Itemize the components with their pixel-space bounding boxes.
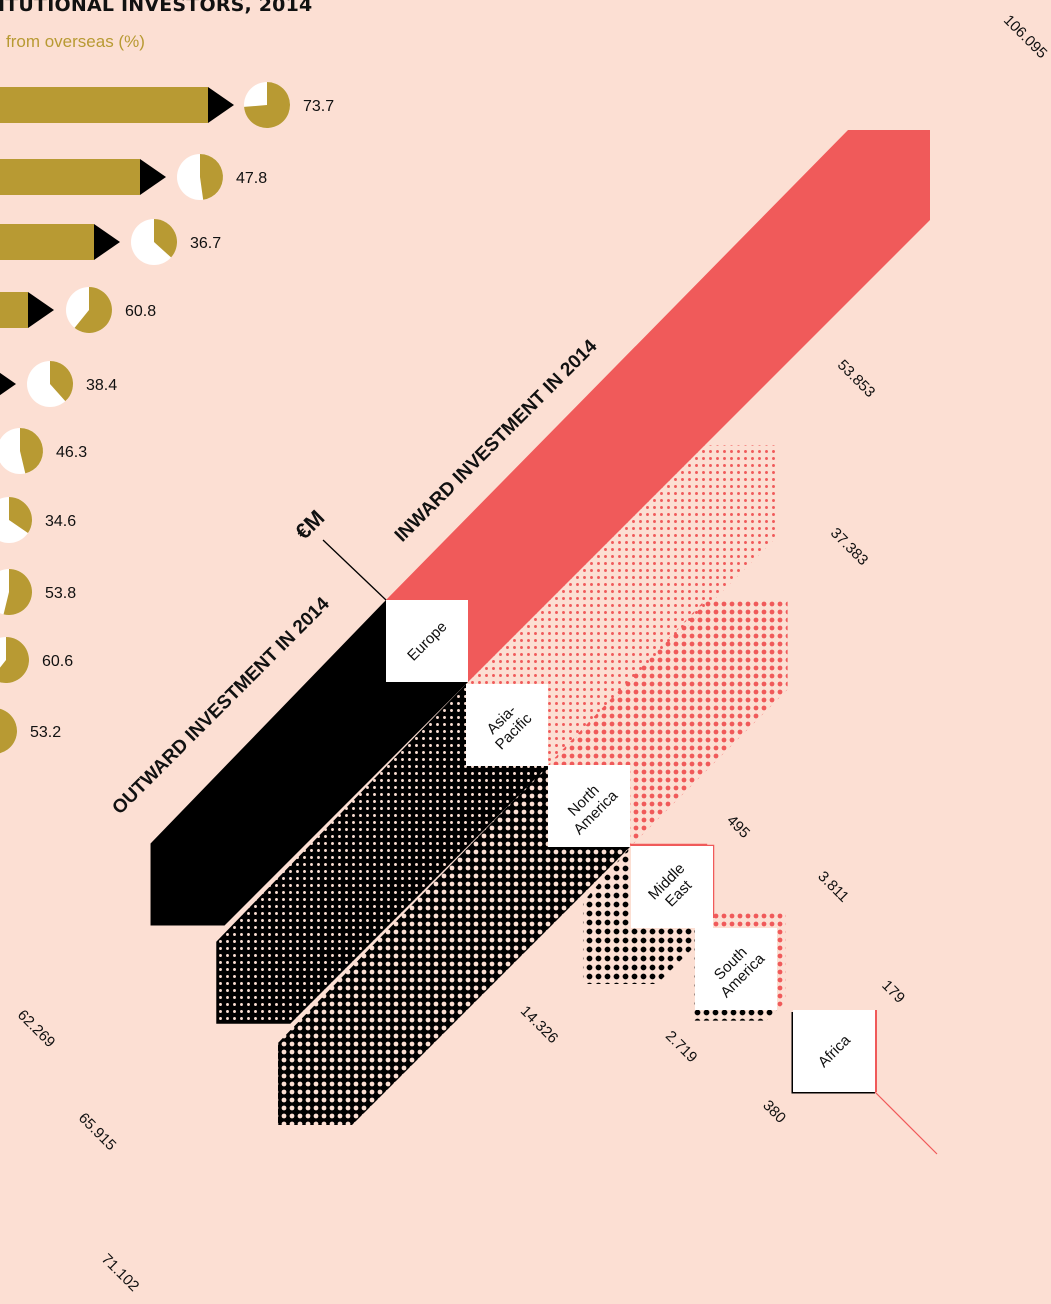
- pie-slice: [154, 219, 178, 258]
- outward-value-label: 65.915: [75, 1110, 119, 1154]
- pie-value-label: 46.3: [56, 444, 87, 461]
- pie-value-label: 34.6: [45, 513, 76, 530]
- pie-value-label: 53.2: [30, 724, 61, 741]
- bar: [0, 87, 208, 123]
- arrow-tip: [140, 159, 166, 195]
- pie-slice: [0, 637, 29, 683]
- region-box: NorthAmerica: [548, 765, 630, 847]
- outward-band: [582, 846, 713, 985]
- unit-label: €M: [290, 505, 329, 544]
- pie-slice: [200, 154, 223, 200]
- inward-band: [466, 445, 779, 766]
- bar: [0, 292, 28, 328]
- regional-investment-diagram: EuropeAsia-PacificNorthAmericaMiddleEast…: [14, 12, 1050, 1295]
- region-box-bg: [695, 928, 777, 1010]
- inward-value-label: 179: [878, 977, 908, 1007]
- bar: [0, 224, 94, 260]
- inward-band: [548, 599, 788, 847]
- region-box: Africa: [793, 1010, 875, 1092]
- region-box-bg: [631, 846, 713, 928]
- pie-value-label: 60.6: [42, 653, 73, 670]
- outward-band: [216, 684, 549, 1024]
- pie-slice: [9, 497, 32, 534]
- pie-value-label: 73.7: [303, 98, 334, 115]
- pie-value-label: 47.8: [236, 170, 267, 187]
- outward-band: [150, 600, 468, 926]
- inward-value-label: 37.383: [827, 525, 871, 569]
- region-box: SouthAmerica: [695, 928, 777, 1010]
- inward-value-label: 53.853: [834, 357, 878, 401]
- region-box: MiddleEast: [631, 846, 713, 928]
- outward-value-label: 380: [759, 1097, 789, 1127]
- region-box-bg: [466, 684, 548, 766]
- outward-value-label: 71.102: [98, 1251, 142, 1295]
- inward-value-label: 106.095: [1000, 12, 1050, 62]
- left-bar-chart: 73.7 47.8 36.7 60.8 38.4 46.3 34.6 53.8 60.6 53.2: [0, 82, 334, 754]
- pie-value-label: 53.8: [45, 585, 76, 602]
- arrow-tip: [0, 372, 16, 396]
- chart-title: ITUTIONAL INVESTORS, 2014: [0, 0, 313, 16]
- region-box: Europe: [386, 600, 468, 682]
- inward-band: [386, 130, 930, 682]
- bar: [0, 159, 140, 195]
- arrow-tip: [94, 224, 120, 260]
- chart-subtitle: from overseas (%): [6, 32, 145, 51]
- outward-band: [278, 765, 630, 1125]
- pie-value-label: 38.4: [86, 377, 117, 394]
- arrow-tip: [208, 87, 234, 123]
- outward-band: [692, 928, 777, 1021]
- region-box: Asia-Pacific: [466, 684, 548, 766]
- pie-slice: [20, 428, 44, 474]
- outward-value-label: 2.719: [662, 1028, 701, 1067]
- pie-slice: [50, 361, 73, 402]
- pie-slice: [0, 708, 17, 754]
- africa-leader-line: [874, 1091, 938, 1155]
- arrow-tip: [28, 292, 54, 328]
- inward-value-label: 3.811: [814, 868, 852, 906]
- inward-value-label: 495: [723, 812, 753, 842]
- region-box-bg: [548, 765, 630, 847]
- pie-value-label: 60.8: [125, 303, 156, 320]
- outward-value-label: 14.326: [517, 1003, 561, 1047]
- region-box-bg: [793, 1010, 875, 1092]
- region-box-bg: [386, 600, 468, 682]
- outward-value-label: 62.269: [14, 1007, 58, 1051]
- unit-leader-line: [322, 539, 387, 601]
- pie-value-label: 36.7: [190, 235, 221, 252]
- pie-slice: [3, 569, 32, 615]
- pie-slice: [244, 82, 290, 128]
- pie-slice: [74, 287, 112, 333]
